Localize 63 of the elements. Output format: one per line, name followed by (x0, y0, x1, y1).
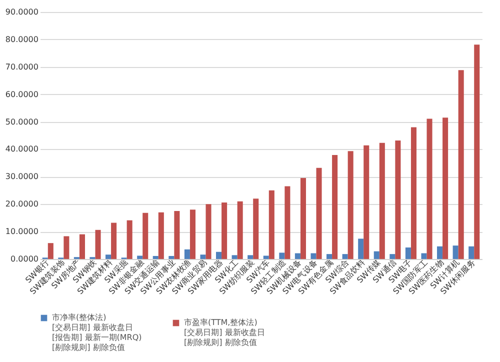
bar (190, 210, 196, 259)
bar (232, 255, 238, 259)
bar (358, 238, 364, 259)
y-tick-label: 0.0000 (10, 254, 38, 264)
bar (200, 254, 206, 259)
bar (268, 190, 274, 259)
bar (294, 253, 300, 259)
bar (310, 253, 316, 259)
y-tick-label: 80.0000 (5, 34, 38, 44)
bar (374, 251, 380, 259)
bar (126, 220, 132, 259)
bar (437, 246, 443, 259)
y-tick-label: 60.0000 (5, 90, 38, 99)
bar (222, 202, 228, 259)
legend-label: 市净率(整体法) [交易日期] 最新收盘日 [报告期] 最新一期(MRQ) [剔除规则] 剔除负值 (52, 313, 142, 352)
y-tick-label: 20.0000 (5, 200, 38, 209)
bar (263, 256, 269, 259)
bar (405, 247, 411, 259)
y-tick-label: 40.0000 (5, 144, 38, 154)
bar (410, 127, 416, 259)
bar (79, 234, 85, 259)
bar (95, 230, 101, 259)
y-tick-label: 30.0000 (5, 172, 38, 182)
bar (142, 212, 148, 259)
bar (237, 201, 243, 259)
bar (184, 249, 190, 259)
bar (474, 44, 480, 259)
bar (426, 118, 432, 259)
bar (326, 254, 332, 259)
bar (137, 256, 143, 259)
bar (300, 178, 306, 259)
bar (216, 252, 222, 259)
bar (158, 212, 164, 259)
y-tick-label: 90.0000 (5, 8, 38, 16)
bar (421, 253, 427, 259)
bar (316, 168, 322, 259)
bar (279, 252, 285, 259)
bar (342, 254, 348, 259)
bar (248, 255, 254, 259)
bar (364, 145, 370, 259)
bar (284, 186, 290, 259)
bar (452, 246, 458, 259)
bar (253, 198, 259, 259)
legend-label: 市盈率(TTM,整体法) [交易日期] 最新收盘日 [剔除规则] 剔除负值 (184, 318, 265, 347)
bar (442, 118, 448, 259)
bar (152, 256, 158, 259)
bar (174, 210, 180, 259)
y-tick-label: 70.0000 (5, 62, 38, 72)
bar (395, 140, 401, 259)
y-tick-label: 10.0000 (5, 227, 38, 236)
bar (468, 246, 474, 259)
bar (332, 154, 338, 259)
bar (390, 254, 396, 259)
bar (106, 254, 112, 259)
y-tick-label: 50.0000 (5, 117, 38, 126)
bar (348, 151, 354, 259)
bar (379, 142, 385, 259)
bar (48, 243, 54, 259)
bar (111, 222, 117, 259)
bar (168, 256, 174, 259)
bar (458, 70, 464, 259)
bar (64, 236, 70, 259)
bar (206, 204, 212, 259)
